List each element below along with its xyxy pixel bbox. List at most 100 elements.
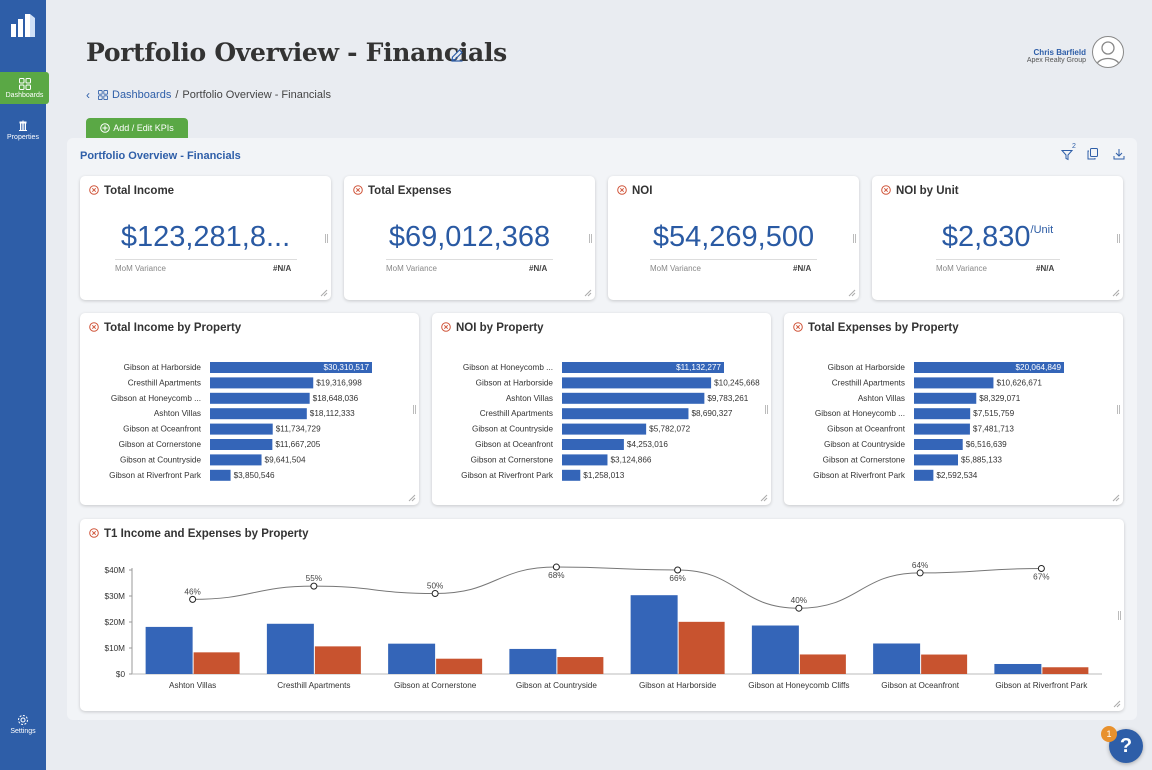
- line-point[interactable]: [795, 604, 803, 612]
- bar[interactable]: [210, 408, 307, 420]
- expense-bar[interactable]: [799, 654, 846, 674]
- sidebar-item-properties[interactable]: Properties: [0, 114, 46, 146]
- scroll-handle[interactable]: [853, 234, 856, 243]
- income-bar[interactable]: [994, 663, 1042, 674]
- line-point[interactable]: [431, 590, 439, 597]
- line-point[interactable]: [916, 569, 924, 577]
- page-title: Portfolio Overview - Financials: [86, 38, 507, 67]
- download-icon[interactable]: [1113, 148, 1125, 160]
- line-point[interactable]: [1037, 565, 1045, 573]
- bar[interactable]: [914, 362, 1064, 373]
- bar[interactable]: [210, 392, 310, 404]
- app-logo[interactable]: [8, 10, 38, 40]
- close-circle-icon[interactable]: [89, 528, 99, 538]
- scroll-handle[interactable]: [765, 405, 768, 414]
- line-point[interactable]: [674, 566, 682, 574]
- resize-handle-icon[interactable]: [848, 289, 856, 297]
- bar[interactable]: [562, 469, 581, 481]
- scroll-handle[interactable]: [589, 234, 592, 243]
- resize-handle-icon[interactable]: [408, 494, 416, 502]
- bar[interactable]: [914, 454, 958, 466]
- income-bar[interactable]: [266, 623, 314, 674]
- line-data-label: 46%: [184, 587, 200, 596]
- sidebar-item-settings[interactable]: Settings: [0, 708, 46, 740]
- bar[interactable]: [562, 392, 705, 404]
- expense-bar[interactable]: [436, 658, 483, 674]
- bar[interactable]: [914, 408, 971, 420]
- bar[interactable]: [562, 423, 647, 435]
- breadcrumb-root-link[interactable]: Dashboards: [112, 89, 172, 101]
- resize-handle-icon[interactable]: [1113, 700, 1121, 708]
- sidebar-item-dashboards[interactable]: Dashboards: [0, 72, 49, 104]
- resize-handle-icon[interactable]: [584, 289, 592, 297]
- bar[interactable]: [210, 423, 273, 435]
- hbar-chart: Gibson at Harborside $30,310,517 Cresthill…: [109, 362, 372, 481]
- copy-icon[interactable]: [1087, 148, 1099, 160]
- scroll-handle[interactable]: [413, 405, 416, 414]
- resize-handle-icon[interactable]: [320, 289, 328, 297]
- bar[interactable]: [562, 362, 724, 373]
- line-point[interactable]: [552, 563, 560, 571]
- category-label: Gibson at Countryside: [120, 455, 201, 464]
- bar[interactable]: [210, 454, 262, 466]
- expense-bar[interactable]: [193, 652, 240, 674]
- kpi-card: Total Income $123,281,8... MoM Variance …: [80, 176, 331, 300]
- filter-button[interactable]: 2: [1060, 143, 1076, 166]
- data-label: $9,783,261: [707, 394, 748, 403]
- close-circle-icon[interactable]: [89, 185, 99, 195]
- resize-handle-icon[interactable]: [1112, 494, 1120, 502]
- kpi-value: $69,012,368: [344, 221, 595, 254]
- close-circle-icon[interactable]: [617, 185, 627, 195]
- scroll-handle[interactable]: [1117, 234, 1120, 243]
- close-circle-icon[interactable]: [881, 185, 891, 195]
- bar[interactable]: [210, 469, 231, 481]
- expense-bar[interactable]: [1042, 667, 1089, 674]
- close-circle-icon[interactable]: [793, 322, 803, 332]
- resize-handle-icon[interactable]: [760, 494, 768, 502]
- chevron-left-icon[interactable]: ‹: [86, 88, 90, 102]
- card-title: T1 Income and Expenses by Property: [104, 528, 309, 540]
- bar[interactable]: [562, 454, 608, 466]
- bar[interactable]: [914, 439, 963, 450]
- line-data-label: 66%: [669, 574, 685, 583]
- income-bar[interactable]: [751, 625, 799, 674]
- bar[interactable]: [562, 439, 624, 450]
- close-circle-icon[interactable]: [441, 322, 451, 332]
- card-title: NOI by Unit: [896, 185, 959, 197]
- bar[interactable]: [914, 423, 970, 435]
- expense-bar[interactable]: [557, 657, 604, 674]
- scroll-handle[interactable]: [325, 234, 328, 243]
- income-bar[interactable]: [509, 648, 557, 674]
- bar[interactable]: [914, 469, 934, 481]
- bar[interactable]: [562, 377, 712, 389]
- income-bar[interactable]: [630, 595, 678, 674]
- scroll-handle[interactable]: [1118, 611, 1121, 620]
- expense-bar[interactable]: [921, 654, 968, 674]
- bar[interactable]: [562, 408, 689, 420]
- expense-bar[interactable]: [678, 621, 725, 674]
- bar[interactable]: [210, 362, 372, 373]
- user-info[interactable]: Chris Barfield Apex Realty Group: [1027, 48, 1086, 64]
- category-label: Cresthill Apartments: [832, 378, 905, 387]
- line-point[interactable]: [310, 582, 318, 590]
- expense-bar[interactable]: [314, 646, 361, 674]
- income-bar[interactable]: [873, 643, 921, 674]
- x-tick-label: Gibson at Countryside: [516, 681, 597, 690]
- bar[interactable]: [210, 439, 273, 450]
- income-bar[interactable]: [388, 643, 436, 674]
- scroll-handle[interactable]: [1117, 405, 1120, 414]
- bar[interactable]: [914, 392, 977, 404]
- bar[interactable]: [210, 377, 314, 389]
- line-data-label: 68%: [548, 571, 564, 580]
- category-label: Gibson at Cornerstone: [119, 440, 202, 449]
- close-circle-icon[interactable]: [353, 185, 363, 195]
- line-point[interactable]: [189, 595, 197, 603]
- pencil-icon[interactable]: [450, 48, 464, 62]
- resize-handle-icon[interactable]: [1112, 289, 1120, 297]
- avatar[interactable]: [1092, 36, 1124, 68]
- bar[interactable]: [914, 377, 994, 389]
- divider: [936, 259, 1060, 260]
- close-circle-icon[interactable]: [89, 322, 99, 332]
- add-edit-kpis-button[interactable]: Add / Edit KPIs: [86, 118, 188, 138]
- income-bar[interactable]: [145, 626, 193, 674]
